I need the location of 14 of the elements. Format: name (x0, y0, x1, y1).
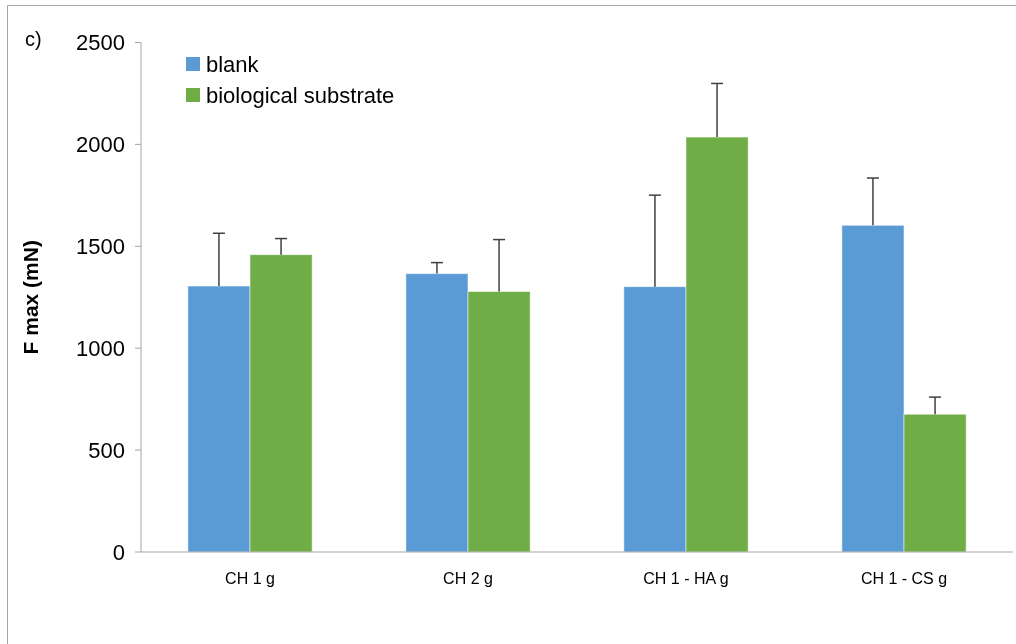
x-tick-label: CH 2 g (443, 570, 493, 587)
y-tick-label: 2500 (76, 30, 125, 56)
x-tick-label: CH 1 - CS g (860, 570, 948, 587)
x-tick-label: CH 1 - HA g (643, 570, 729, 587)
y-tick-label: 0 (112, 539, 125, 565)
y-tick-label: 1500 (76, 234, 125, 259)
x-tick-label: CH 1 g (225, 570, 275, 587)
y-axis-title: F max (mN) (19, 240, 42, 355)
y-tick-label: 500 (88, 437, 125, 463)
legend-label: blank (206, 51, 260, 77)
y-tick-label: 2000 (76, 132, 125, 158)
y-tick-label: 1000 (76, 335, 125, 361)
legend-label: biological substrate (206, 82, 395, 108)
text: c) (25, 28, 42, 50)
